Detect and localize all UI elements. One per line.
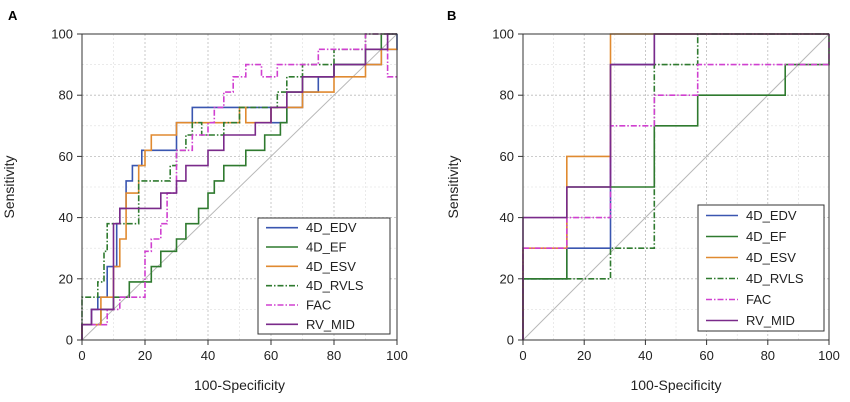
legend-label: FAC	[306, 298, 331, 313]
legend-label: 4D_EF	[306, 240, 347, 255]
y-tick-label: 60	[500, 149, 514, 164]
x-tick-label: 60	[264, 348, 278, 363]
legend-box	[257, 217, 391, 335]
series-line-4d-esv	[81, 48, 397, 340]
legend: 4D_EDV 4D_EF 4D_ESV 4D_RVLS FAC RV_MID	[697, 204, 825, 332]
y-tick-label: 80	[500, 88, 514, 103]
x-tick-label: 0	[519, 348, 526, 363]
x-tick-label: 60	[699, 348, 713, 363]
panel-a: A 0 20 40 60 80 100 0 20 40 60 80 100 100-Specificity…	[1, 8, 408, 393]
reference-diagonal	[522, 33, 830, 341]
legend-box	[697, 204, 825, 332]
legend-label: 4D_EDV	[746, 208, 797, 223]
reference-diagonal	[81, 33, 398, 341]
x-tick-label: 80	[327, 348, 341, 363]
panel-b: B 0 20 40 60 80 100 0 20 40 60 80 100 100-Specificity…	[445, 8, 840, 393]
series-line-rv-mid	[522, 33, 829, 340]
legend-label: 4D_EDV	[306, 220, 357, 235]
x-tick-label: 40	[638, 348, 652, 363]
y-axis-label: Sensitivity	[445, 155, 461, 218]
series-line-4d-rvls	[81, 33, 397, 340]
x-axis-label: 100-Specificity	[194, 377, 285, 393]
y-tick-label: 100	[492, 27, 514, 42]
legend-label: 4D_RVLS	[746, 271, 804, 286]
series-line-4d-rvls	[522, 33, 829, 340]
x-tick-label: 20	[138, 348, 152, 363]
x-axis-label: 100-Specificity	[630, 377, 721, 393]
x-tick-label: 80	[761, 348, 775, 363]
y-tick-label: 40	[500, 210, 514, 225]
panel-label: B	[447, 8, 456, 23]
legend: 4D_EDV 4D_EF 4D_ESV 4D_RVLS FAC RV_MID	[257, 217, 391, 335]
plot-frame	[81, 33, 398, 341]
x-tick-label: 100	[818, 348, 840, 363]
x-tick-label: 0	[78, 348, 85, 363]
panel-label: A	[8, 8, 18, 23]
legend-label: 4D_ESV	[306, 259, 356, 274]
y-tick-label: 100	[51, 27, 73, 42]
legend-label: RV_MID	[306, 317, 355, 332]
x-tick-label: 40	[201, 348, 215, 363]
x-tick-label: 20	[577, 348, 591, 363]
legend-label: 4D_EF	[746, 229, 787, 244]
y-tick-label: 60	[59, 149, 73, 164]
series-line-fac	[81, 33, 397, 340]
series-line-rv-mid	[81, 33, 397, 340]
x-tick-label: 100	[386, 348, 408, 363]
plot-frame	[522, 33, 830, 341]
y-tick-label: 20	[500, 271, 514, 286]
y-tick-label: 0	[507, 333, 514, 348]
legend-label: 4D_ESV	[746, 250, 796, 265]
series-line-fac	[522, 34, 830, 340]
y-tick-label: 20	[59, 271, 73, 286]
legend-label: RV_MID	[746, 313, 795, 328]
legend-label: FAC	[746, 292, 771, 307]
y-tick-label: 40	[59, 210, 73, 225]
y-tick-label: 80	[59, 88, 73, 103]
legend-label: 4D_RVLS	[306, 278, 364, 293]
y-axis-label: Sensitivity	[1, 155, 17, 218]
y-tick-label: 0	[66, 333, 73, 348]
